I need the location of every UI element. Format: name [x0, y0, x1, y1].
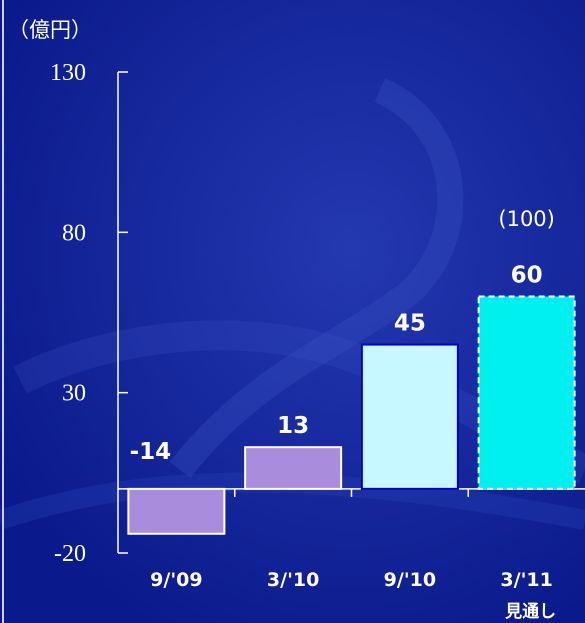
bar	[477, 295, 576, 490]
data-label: -14	[130, 439, 172, 465]
bar	[127, 487, 226, 535]
y-tick-label: -20	[54, 541, 86, 567]
forecast-note: 見通し	[504, 602, 556, 622]
x-tick-label: 3/'11	[500, 569, 552, 591]
data-label: 60	[511, 262, 543, 288]
x-tick-label: 3/'10	[267, 569, 319, 591]
bar	[244, 446, 343, 490]
data-label: 45	[394, 311, 426, 337]
x-tick-label: 9/'09	[150, 569, 202, 591]
y-tick-label: 80	[62, 220, 86, 246]
bar	[360, 343, 459, 490]
chart-bars	[127, 295, 576, 535]
unit-label: （億円）	[8, 18, 92, 42]
chart-labels: 130 80 30 -20 -14 9/'09 13 3/'10 45 9/'10 60 3/'11 (…	[50, 60, 556, 622]
x-tick-label: 9/'10	[384, 569, 436, 591]
frame-border	[2, 0, 4, 623]
target-annotation: (100)	[498, 207, 554, 231]
y-tick-label: 130	[50, 60, 86, 86]
y-tick-label: 30	[62, 381, 86, 407]
data-label: 13	[277, 413, 309, 439]
